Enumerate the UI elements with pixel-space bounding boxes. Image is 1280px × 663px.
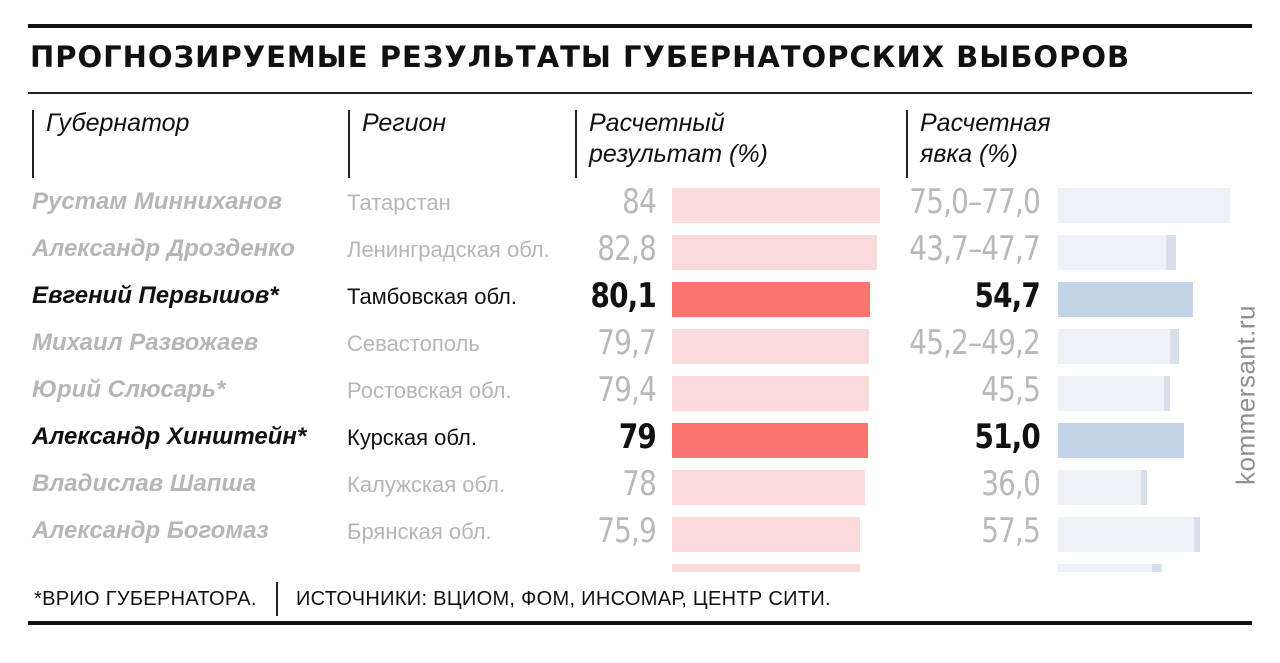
header-divider	[575, 110, 577, 178]
result-value-label: 84	[622, 182, 657, 222]
region-name: Ростовская обл.	[347, 378, 512, 403]
governor-name: Евгений Первышов*	[32, 282, 279, 309]
result-bar	[672, 517, 860, 552]
table-row: Рустам Минниханов Татарстан 84 75,0–77,0	[0, 180, 1230, 226]
header-divider	[906, 110, 908, 178]
turnout-bar	[1058, 517, 1200, 552]
table-row: Евгений Первышов* Тамбовская обл. 80,1 54,7	[0, 274, 1230, 320]
result-bar	[672, 564, 860, 572]
column-header-governor-label: Губернатор	[46, 109, 190, 137]
turnout-value-label: 45,5	[981, 370, 1041, 410]
column-header-result-line2: результат (%)	[589, 140, 768, 168]
governor-name: Михаил Развожаев	[32, 329, 259, 356]
column-header-turnout-line2: явка (%)	[920, 140, 1018, 168]
top-rule	[28, 24, 1252, 28]
turnout-bar	[1058, 235, 1176, 270]
table-row: Михаил Развожаев Севастополь 79,7 45,2–49,2	[0, 321, 1230, 367]
turnout-bar	[1058, 564, 1162, 572]
result-bar	[672, 235, 878, 270]
footnote-divider	[276, 582, 278, 616]
turnout-bar	[1058, 188, 1230, 223]
turnout-value-label: 51,0	[974, 417, 1040, 457]
turnout-range-marker	[1151, 564, 1162, 572]
turnout-range-marker	[1165, 235, 1176, 270]
region-name: Ленинградская обл.	[347, 237, 550, 262]
column-header-turnout-line1: Расчетная	[920, 109, 1051, 137]
turnout-range-marker	[1193, 517, 1200, 552]
turnout-range-marker	[1140, 470, 1147, 505]
result-bar	[672, 329, 870, 364]
header-divider	[348, 110, 350, 178]
result-bar	[672, 376, 869, 411]
turnout-value-label: 36,0	[981, 464, 1041, 504]
credit-watermark: kommersant.ru	[1230, 305, 1261, 485]
chart-title: ПРОГНОЗИРУЕМЫЕ РЕЗУЛЬТАТЫ ГУБЕРНАТОРСКИХ…	[30, 40, 1131, 74]
governor-name: Владислав Шапша	[32, 470, 257, 497]
table-row: Александр Хинштейн* Курская обл. 79 51,0	[0, 415, 1230, 461]
governor-name: Александр Дрозденко	[32, 235, 295, 262]
result-bar	[672, 282, 871, 317]
column-header-region-label: Регион	[362, 109, 447, 137]
column-header-region: Регион	[348, 108, 447, 178]
governor-name: Александр Богомаз	[32, 517, 269, 544]
table-row: Александр Богомаз Брянская обл. 75,9 57,5	[0, 509, 1230, 555]
region-name: Тамбовская обл.	[347, 284, 518, 309]
result-bar	[672, 470, 866, 505]
column-header-governor: Губернатор	[32, 108, 190, 178]
sources-note: ИСТОЧНИКИ: ВЦИОМ, ФОМ, ИНСОМАР, ЦЕНТР СИ…	[296, 588, 831, 610]
region-name: Калужская обл.	[347, 472, 506, 497]
column-header-result: Расчетный результат (%)	[575, 108, 805, 178]
turnout-value-label: 57,5	[981, 511, 1041, 551]
governor-name: Александр Хинштейн*	[32, 423, 307, 450]
region-name: Курская обл.	[347, 425, 477, 450]
region-name: Брянская обл.	[347, 519, 492, 544]
turnout-range-marker	[1169, 329, 1180, 364]
turnout-range-marker	[1186, 282, 1193, 317]
bottom-rule	[28, 621, 1252, 625]
governor-name: Юрий Слюсарь*	[32, 376, 226, 403]
turnout-value-label: 43,7–47,7	[909, 229, 1041, 269]
turnout-bar	[1058, 470, 1147, 505]
result-value-label: 78	[622, 464, 657, 504]
result-value-label: 80,1	[590, 276, 656, 316]
turnout-value-label: 75,0–77,0	[909, 182, 1041, 222]
region-name: Татарстан	[347, 190, 451, 215]
table-row	[0, 556, 1230, 572]
footnote: *ВРИО ГУБЕРНАТОРА.	[34, 588, 257, 610]
turnout-bar	[1058, 282, 1193, 317]
result-bar	[672, 423, 868, 458]
turnout-bar	[1058, 329, 1180, 364]
result-value-label: 79	[618, 417, 657, 457]
turnout-bar	[1058, 423, 1184, 458]
column-header-turnout: Расчетная явка (%)	[906, 108, 1136, 178]
table-row: Владислав Шапша Калужская обл. 78 36,0	[0, 462, 1230, 508]
chart-rows: Рустам Минниханов Татарстан 84 75,0–77,0 Але…	[0, 180, 1230, 572]
governor-name: Рустам Минниханов	[32, 188, 283, 215]
turnout-range-marker	[1164, 376, 1171, 411]
turnout-value-label: 54,7	[974, 276, 1040, 316]
turnout-bar	[1058, 376, 1171, 411]
result-value-label: 79,7	[597, 323, 657, 363]
turnout-value-label: 45,2–49,2	[909, 323, 1041, 363]
table-row: Юрий Слюсарь* Ростовская обл. 79,4 45,5	[0, 368, 1230, 414]
region-name: Севастополь	[347, 331, 480, 356]
result-value-label: 75,9	[597, 511, 657, 551]
result-bar	[672, 188, 880, 223]
header-divider	[32, 110, 34, 178]
turnout-range-marker	[1177, 423, 1184, 458]
table-row: Александр Дрозденко Ленинградская обл. 82,…	[0, 227, 1230, 273]
result-value-label: 82,8	[597, 229, 657, 269]
column-header-result-line1: Расчетный	[589, 109, 725, 137]
title-rule	[28, 92, 1252, 94]
result-value-label: 79,4	[597, 370, 657, 410]
